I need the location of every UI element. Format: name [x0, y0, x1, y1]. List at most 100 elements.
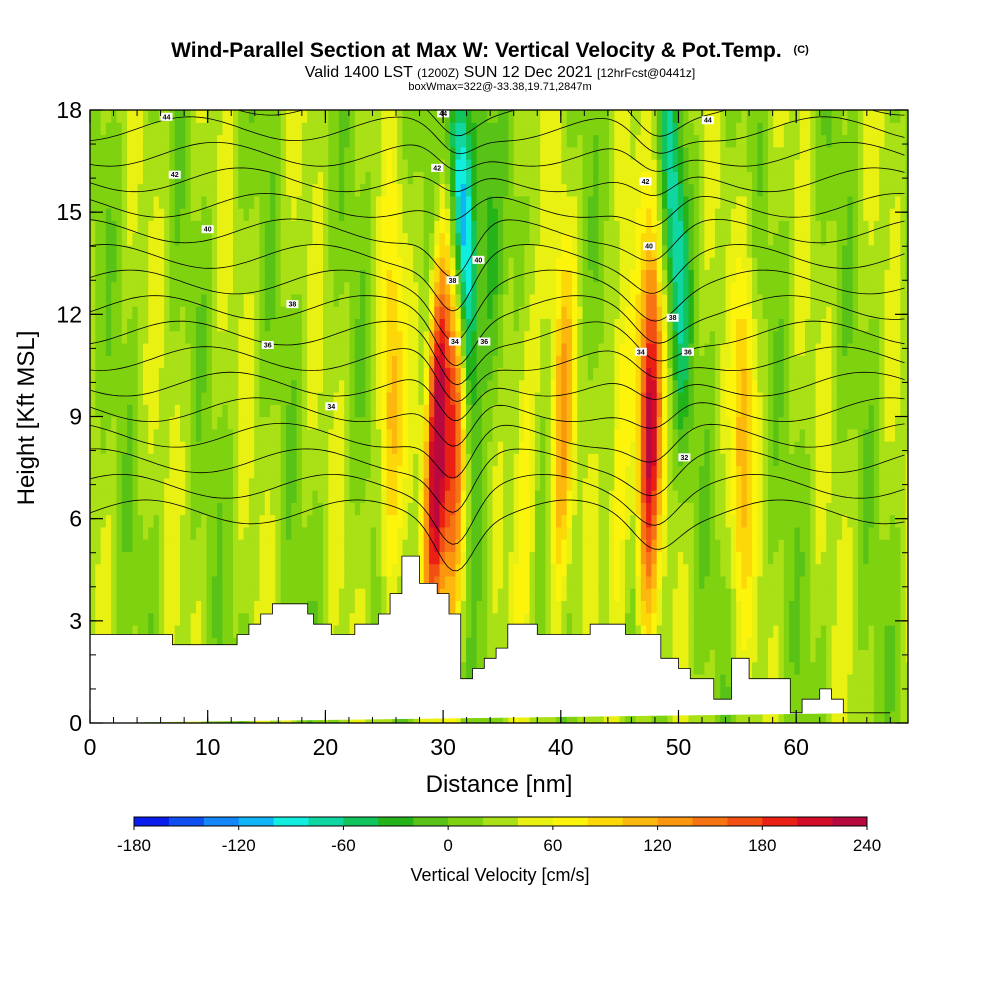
velocity-cell: [503, 551, 510, 565]
velocity-cell: [132, 134, 139, 148]
velocity-cell: [248, 502, 255, 516]
velocity-cell: [301, 502, 308, 516]
velocity-cell: [455, 539, 462, 552]
velocity-cell: [598, 134, 605, 148]
velocity-cell: [545, 416, 552, 430]
velocity-cell: [180, 232, 186, 246]
velocity-cell: [153, 269, 160, 283]
velocity-cell: [328, 146, 335, 160]
velocity-cell: [466, 588, 472, 601]
velocity-cell: [519, 514, 525, 528]
velocity-cell: [211, 404, 218, 418]
velocity-cell: [248, 257, 255, 270]
velocity-cell: [466, 379, 472, 393]
velocity-cell: [571, 257, 578, 270]
velocity-cell: [296, 208, 303, 221]
velocity-cell: [153, 526, 160, 540]
velocity-cell: [471, 441, 478, 454]
velocity-cell: [344, 453, 351, 467]
velocity-cell: [423, 502, 430, 516]
velocity-cell: [587, 465, 594, 479]
velocity-cell: [481, 195, 488, 209]
velocity-cell: [254, 159, 261, 172]
velocity-cell: [137, 465, 144, 479]
velocity-cell: [349, 306, 356, 320]
velocity-cell: [307, 232, 314, 246]
velocity-cell: [127, 514, 133, 528]
velocity-cell: [545, 428, 552, 442]
velocity-cell: [270, 318, 276, 332]
velocity-cell: [201, 281, 208, 295]
velocity-cell: [275, 122, 282, 136]
velocity-cell: [556, 134, 562, 148]
velocity-cell: [291, 416, 298, 430]
velocity-cell: [217, 159, 224, 172]
velocity-cell: [121, 588, 128, 601]
velocity-cell: [275, 257, 282, 270]
velocity-cell: [376, 539, 382, 552]
velocity-cell: [338, 539, 345, 552]
velocity-cell: [508, 318, 515, 332]
velocity-cell: [513, 330, 520, 344]
velocity-cell: [127, 342, 133, 356]
velocity-cell: [466, 453, 472, 467]
velocity-cell: [254, 306, 261, 320]
velocity-cell: [513, 526, 520, 540]
velocity-cell: [328, 490, 335, 503]
velocity-cell: [344, 391, 351, 405]
velocity-cell: [460, 453, 467, 467]
velocity-cell: [386, 391, 393, 405]
velocity-cell: [190, 477, 197, 491]
velocity-cell: [90, 428, 96, 442]
velocity-cell: [391, 122, 398, 136]
velocity-cell: [153, 624, 160, 638]
velocity-cell: [529, 122, 536, 136]
velocity-cell: [550, 183, 557, 197]
velocity-cell: [312, 477, 319, 491]
velocity-cell: [264, 563, 271, 577]
velocity-cell: [333, 404, 340, 418]
velocity-cell: [466, 110, 472, 123]
velocity-cell: [201, 428, 208, 442]
velocity-cell: [529, 293, 536, 307]
velocity-cell: [471, 514, 478, 528]
velocity-cell: [508, 428, 515, 442]
velocity-cell: [206, 416, 213, 430]
velocity-cell: [497, 342, 504, 356]
velocity-cell: [492, 453, 499, 467]
velocity-cell: [190, 342, 197, 356]
velocity-cell: [137, 416, 144, 430]
velocity-cell: [471, 416, 478, 430]
velocity-cell: [90, 575, 96, 589]
velocity-cell: [307, 490, 314, 503]
velocity-cell: [105, 612, 112, 626]
velocity-cell: [95, 134, 102, 148]
velocity-cell: [254, 465, 261, 479]
velocity-cell: [259, 134, 266, 148]
velocity-cell: [587, 453, 594, 467]
velocity-cell: [100, 208, 107, 221]
velocity-cell: [503, 428, 510, 442]
velocity-cell: [275, 490, 282, 503]
velocity-cell: [428, 208, 435, 221]
velocity-cell: [402, 391, 409, 405]
velocity-cell: [534, 367, 541, 381]
velocity-cell: [238, 539, 245, 552]
velocity-cell: [582, 171, 589, 185]
velocity-cell: [397, 526, 404, 540]
velocity-cell: [603, 281, 610, 295]
velocity-cell: [217, 330, 224, 344]
velocity-cell: [376, 159, 382, 172]
velocity-cell: [487, 110, 494, 123]
velocity-cell: [545, 465, 552, 479]
velocity-cell: [217, 281, 224, 295]
velocity-cell: [317, 134, 324, 148]
velocity-cell: [312, 318, 319, 332]
velocity-cell: [577, 490, 584, 503]
velocity-cell: [492, 490, 499, 503]
velocity-cell: [370, 367, 377, 381]
velocity-cell: [360, 134, 367, 148]
velocity-cell: [222, 269, 229, 283]
plot-area: 44424038363444424038343644424038343632: [90, 110, 908, 723]
